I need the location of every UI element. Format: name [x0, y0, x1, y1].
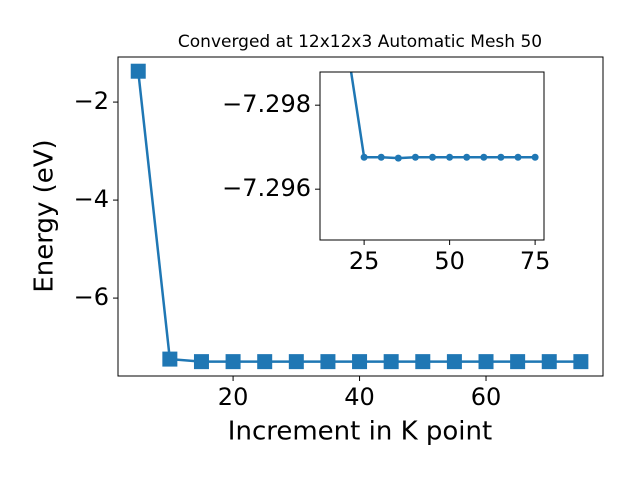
- x-tick-label: 50: [434, 247, 465, 275]
- marker: [415, 354, 431, 370]
- marker: [497, 153, 505, 161]
- marker: [225, 354, 241, 370]
- x-axis-label: Increment in K point: [228, 417, 492, 447]
- marker: [541, 354, 557, 370]
- marker: [480, 153, 488, 161]
- marker: [257, 354, 273, 370]
- marker: [288, 354, 304, 370]
- plot-content: [130, 63, 589, 370]
- x-tick-label: 75: [520, 247, 551, 275]
- marker: [383, 354, 399, 370]
- chart-title: Converged at 12x12x3 Automatic Mesh 50: [178, 32, 542, 52]
- marker: [320, 354, 336, 370]
- axes-frame: [319, 71, 545, 241]
- marker: [162, 351, 178, 367]
- marker: [193, 354, 209, 370]
- marker: [573, 354, 589, 370]
- marker: [531, 153, 539, 161]
- marker: [429, 153, 437, 161]
- marker: [377, 153, 385, 161]
- marker: [446, 153, 454, 161]
- marker: [411, 153, 419, 161]
- y-tick-label: −7.298: [222, 90, 311, 118]
- plot-content: [349, 72, 539, 162]
- marker: [352, 354, 368, 370]
- marker: [360, 153, 368, 161]
- marker: [478, 354, 494, 370]
- x-tick-label: 20: [218, 383, 249, 411]
- marker: [446, 354, 462, 370]
- y-tick-label: −7.296: [222, 174, 311, 202]
- marker: [394, 154, 402, 162]
- y-tick-label: −4: [74, 185, 109, 213]
- axes-frame: [117, 56, 604, 377]
- y-tick-label: −2: [74, 87, 109, 115]
- marker: [463, 153, 471, 161]
- y-tick-label: −6: [74, 283, 109, 311]
- marker: [510, 354, 526, 370]
- x-tick-label: 60: [471, 383, 502, 411]
- x-tick-label: 25: [349, 247, 380, 275]
- marker: [514, 153, 522, 161]
- y-axis-label: Energy (eV): [30, 139, 60, 292]
- x-tick-label: 40: [344, 383, 375, 411]
- marker: [130, 63, 146, 79]
